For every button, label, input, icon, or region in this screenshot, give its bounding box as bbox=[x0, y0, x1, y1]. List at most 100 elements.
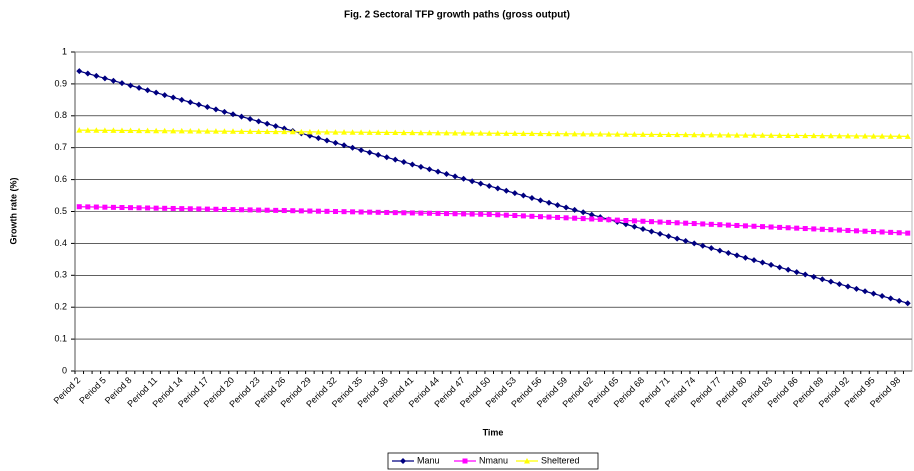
marker bbox=[734, 222, 740, 228]
y-axis-label: Growth rate (%) bbox=[8, 177, 18, 244]
marker bbox=[84, 70, 91, 77]
marker bbox=[443, 171, 450, 178]
marker bbox=[341, 129, 348, 135]
marker bbox=[879, 293, 886, 300]
marker bbox=[478, 211, 484, 217]
marker bbox=[768, 132, 775, 138]
marker bbox=[443, 129, 450, 136]
marker bbox=[674, 220, 680, 226]
marker bbox=[315, 128, 322, 135]
marker bbox=[477, 130, 484, 136]
marker bbox=[554, 130, 561, 137]
marker bbox=[511, 190, 518, 197]
marker bbox=[332, 209, 338, 214]
marker bbox=[298, 128, 305, 135]
marker bbox=[725, 132, 732, 138]
marker bbox=[871, 229, 877, 235]
marker bbox=[306, 128, 313, 135]
marker bbox=[366, 149, 373, 156]
marker bbox=[400, 458, 406, 464]
marker bbox=[264, 120, 271, 127]
marker bbox=[409, 161, 416, 168]
marker bbox=[136, 84, 143, 91]
marker bbox=[110, 127, 117, 133]
marker bbox=[238, 113, 245, 120]
marker bbox=[896, 230, 902, 236]
marker bbox=[110, 77, 117, 84]
y-tick-label: 0.7 bbox=[54, 142, 67, 152]
marker bbox=[785, 266, 792, 273]
marker bbox=[580, 130, 587, 137]
marker bbox=[187, 206, 193, 212]
marker bbox=[700, 221, 706, 227]
marker bbox=[827, 278, 834, 285]
marker bbox=[529, 213, 535, 219]
marker bbox=[161, 92, 168, 99]
marker bbox=[870, 133, 877, 139]
marker bbox=[93, 204, 99, 210]
marker bbox=[580, 209, 587, 216]
marker bbox=[350, 209, 356, 215]
marker bbox=[272, 123, 279, 130]
marker bbox=[666, 219, 672, 225]
marker bbox=[853, 285, 860, 292]
marker bbox=[272, 128, 279, 135]
marker bbox=[486, 182, 493, 189]
marker bbox=[588, 130, 595, 137]
marker bbox=[793, 132, 800, 139]
marker bbox=[691, 131, 698, 138]
marker bbox=[563, 130, 570, 137]
marker bbox=[477, 180, 484, 187]
marker bbox=[776, 264, 783, 271]
marker bbox=[503, 187, 510, 194]
y-tick-label: 0.9 bbox=[54, 78, 67, 88]
marker bbox=[187, 99, 194, 106]
marker bbox=[401, 210, 407, 216]
marker bbox=[323, 137, 330, 144]
marker bbox=[614, 217, 620, 223]
marker bbox=[170, 127, 177, 134]
marker bbox=[494, 185, 501, 192]
marker bbox=[281, 208, 287, 214]
marker bbox=[162, 205, 168, 211]
marker bbox=[469, 178, 476, 185]
marker bbox=[597, 216, 603, 222]
marker bbox=[460, 130, 467, 136]
marker bbox=[486, 130, 493, 136]
marker bbox=[503, 130, 510, 136]
marker bbox=[683, 220, 689, 226]
marker bbox=[811, 226, 817, 232]
marker bbox=[400, 159, 407, 166]
marker bbox=[221, 128, 228, 134]
chart-title: Fig. 2 Sectoral TFP growth paths (gross … bbox=[344, 10, 570, 21]
marker bbox=[418, 210, 424, 216]
marker bbox=[255, 118, 262, 125]
marker bbox=[128, 205, 134, 211]
marker bbox=[682, 131, 689, 138]
marker bbox=[572, 215, 578, 221]
marker bbox=[879, 133, 886, 139]
y-tick-label: 0.5 bbox=[54, 206, 67, 216]
marker bbox=[170, 205, 176, 211]
marker bbox=[717, 222, 723, 228]
marker bbox=[665, 131, 672, 138]
marker bbox=[657, 219, 663, 225]
marker bbox=[375, 209, 381, 215]
marker bbox=[452, 129, 459, 136]
marker bbox=[828, 227, 834, 233]
marker bbox=[691, 221, 697, 227]
marker bbox=[170, 94, 177, 101]
marker bbox=[750, 132, 757, 138]
marker bbox=[315, 208, 321, 214]
marker bbox=[213, 206, 219, 212]
marker bbox=[639, 131, 646, 137]
marker bbox=[512, 213, 518, 219]
marker bbox=[434, 129, 441, 136]
marker bbox=[179, 206, 185, 212]
marker bbox=[93, 127, 100, 133]
marker bbox=[537, 214, 543, 220]
marker bbox=[793, 269, 800, 276]
marker bbox=[119, 205, 125, 211]
y-tick-label: 1 bbox=[62, 46, 67, 56]
marker bbox=[554, 202, 561, 209]
